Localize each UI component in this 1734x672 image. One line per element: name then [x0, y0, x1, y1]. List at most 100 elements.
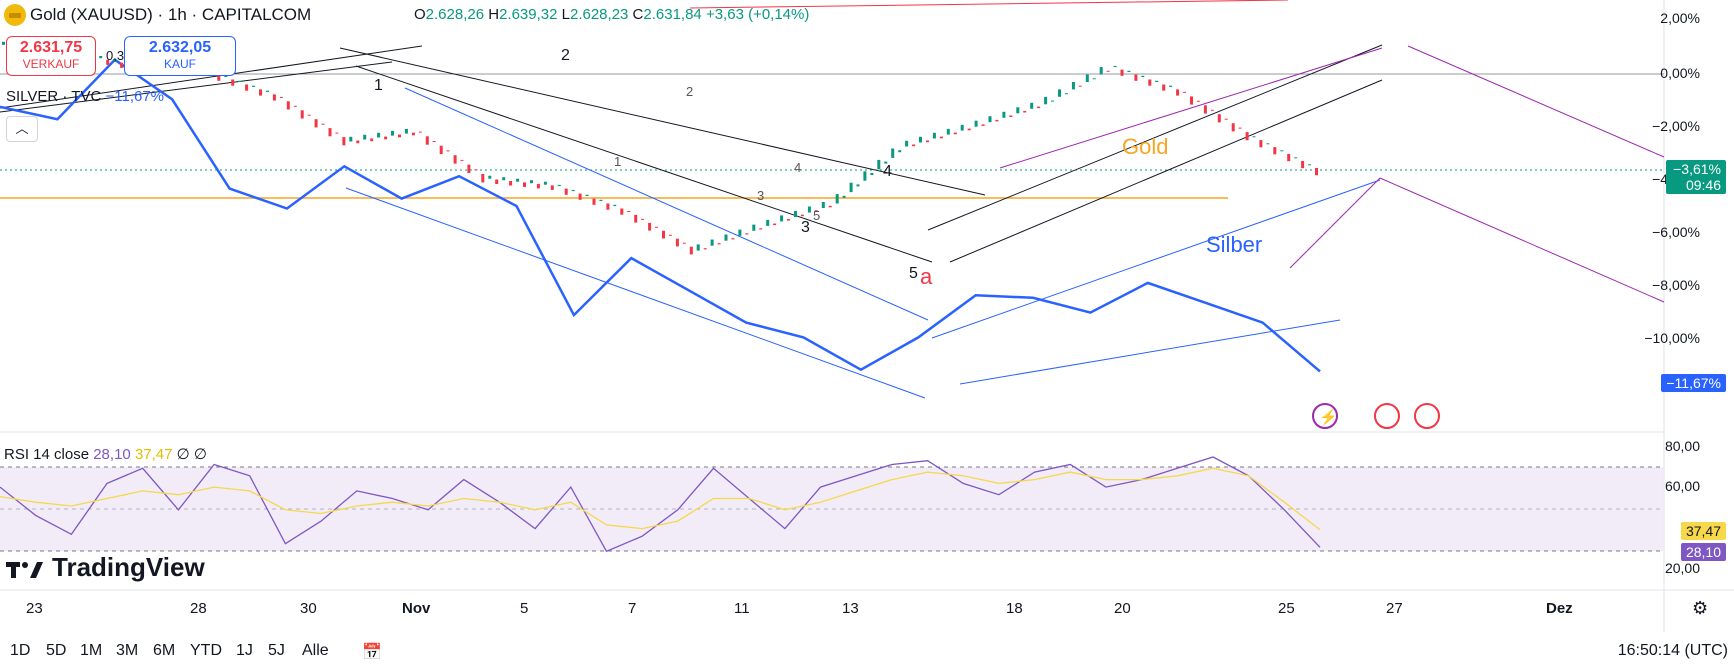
tradingview-logo-icon [6, 557, 46, 579]
range-5d[interactable]: 5D [46, 642, 67, 659]
sell-button[interactable]: 2.631,75 VERKAUF [6, 36, 96, 76]
gold-candle [391, 130, 394, 136]
gold-candle [939, 136, 943, 139]
gold-candle [446, 150, 450, 152]
wave-label: 2 [686, 84, 693, 99]
symbol-title[interactable]: Gold (XAUUSD) · 1h · CAPITALCOM [30, 5, 312, 24]
gold-candle [599, 199, 603, 201]
utc-clock[interactable]: 16:50:14 (UTC) [1617, 642, 1728, 659]
gold-candle [919, 136, 922, 143]
us-flag-icon [1414, 403, 1440, 429]
gold-candle [1301, 161, 1305, 169]
gold-candle [1148, 79, 1152, 86]
gold-candle [1224, 118, 1228, 120]
gold-candle [398, 134, 401, 138]
gold-candle [335, 132, 339, 134]
gold-candle [384, 136, 388, 140]
range-1d[interactable]: 1D [10, 642, 31, 659]
gold-candle [912, 144, 916, 147]
gold-candle [752, 224, 756, 231]
gold-candle [1113, 65, 1117, 68]
gold-candle [1064, 93, 1068, 95]
gold-candle [773, 223, 777, 226]
gold-candle [967, 128, 971, 131]
chevron-up-icon[interactable]: ︿ [6, 116, 38, 142]
gold-candle [668, 234, 672, 236]
gold-down-channel [0, 45, 986, 263]
gold-candle [724, 234, 728, 241]
wave-label: 4 [794, 160, 801, 175]
gold-candle [974, 120, 978, 127]
gold-candle [224, 75, 228, 77]
settings-gear-icon[interactable]: ⚙ [1692, 598, 1709, 618]
gold-candle [1315, 168, 1318, 176]
gold-candle [418, 131, 422, 133]
gold-candle [509, 181, 513, 186]
compare-symbol-legend[interactable]: SILVER · TVC −11,67% [6, 88, 165, 105]
gold-candle [689, 246, 693, 255]
gold-candle [884, 161, 888, 164]
gold-candle [891, 148, 895, 158]
gold-candle [259, 89, 262, 96]
x-tick: Nov [402, 600, 431, 617]
gold-candle [328, 128, 332, 137]
gold-candle [495, 179, 499, 184]
range-all[interactable]: Alle [302, 642, 329, 659]
gold-candle [1002, 111, 1006, 118]
range-5j[interactable]: 5J [268, 642, 285, 659]
symbol-header[interactable]: Gold (XAUUSD) · 1h · CAPITALCOM [0, 0, 311, 30]
x-tick: 27 [1386, 600, 1403, 617]
gold-candle [231, 79, 235, 86]
gold-candle [543, 181, 547, 185]
gold-candle [905, 140, 909, 147]
gold-candle [467, 164, 471, 173]
tradingview-logo[interactable]: TradingView [6, 552, 205, 583]
gold-candle [2, 41, 5, 45]
gold-candle [953, 132, 957, 135]
gold-candle [800, 214, 804, 217]
gold-candle [1058, 89, 1061, 97]
gold-candle [439, 145, 443, 155]
silver-series-line [0, 58, 1321, 373]
rsi-ma-badge: 37,47 [1680, 522, 1726, 540]
bolt-icon [1312, 403, 1338, 429]
gold-candle [1280, 150, 1284, 152]
y-tick: 20,00 [1664, 560, 1700, 576]
gold-candle [530, 180, 533, 184]
gold-candle [863, 171, 867, 181]
gold-candle [1162, 84, 1166, 91]
range-6m[interactable]: 6M [153, 642, 176, 659]
gold-candle [856, 184, 860, 187]
gold-candle [1030, 102, 1034, 109]
gold-candle [1120, 69, 1124, 76]
gold-candle [1016, 107, 1020, 114]
wave-label: 1 [374, 77, 383, 94]
calendar-icon[interactable]: 📅 [362, 644, 382, 661]
gold-candle [877, 159, 881, 170]
range-1m[interactable]: 1M [80, 642, 103, 659]
gold-candle [245, 84, 249, 91]
range-3m[interactable]: 3M [116, 642, 139, 659]
x-tick: 5 [520, 600, 529, 617]
gold-candle [460, 159, 464, 161]
gold-candle [1092, 78, 1096, 80]
buy-button[interactable]: 2.632,05 KAUF [124, 36, 236, 76]
range-1j[interactable]: 1J [236, 642, 253, 659]
pitchfork [1289, 45, 1665, 303]
rsi-legend[interactable]: RSI 14 close 28,10 37,47 ∅ ∅ [4, 446, 207, 463]
range-ytd[interactable]: YTD [190, 642, 222, 659]
gold-candle [627, 211, 631, 212]
gold-candle [870, 173, 874, 175]
gold-candle [703, 248, 707, 250]
wave-a-annotation: a [920, 264, 933, 289]
gold-candle [662, 230, 665, 239]
gold-candle [1217, 114, 1221, 123]
gold-symbol-icon [4, 4, 26, 26]
gold-candle [1196, 100, 1200, 102]
gold-candle [981, 124, 985, 126]
gold-candle [946, 128, 950, 135]
gold-candle [1044, 96, 1048, 105]
y-tick: 60,00 [1664, 478, 1700, 494]
gold-candle [516, 178, 520, 182]
